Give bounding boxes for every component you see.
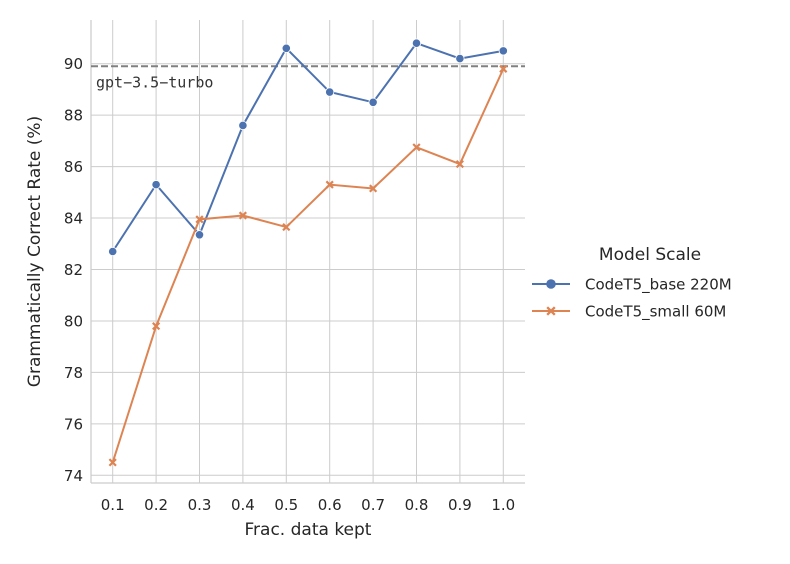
- data-point: [498, 46, 508, 56]
- y-tick-label: 78: [64, 364, 83, 382]
- y-gridlines: [91, 63, 525, 476]
- x-tick-label: 0.6: [318, 496, 342, 514]
- x-tick-label: 0.5: [274, 496, 298, 514]
- series-group: [108, 38, 508, 467]
- x-tick-label: 0.4: [231, 496, 255, 514]
- y-tick-label: 76: [64, 415, 83, 433]
- data-point: [238, 120, 248, 131]
- data-point: [108, 458, 117, 467]
- data-point: [369, 184, 378, 193]
- legend: Model Scale CodeT5_base 220M CodeT5_small…: [532, 245, 732, 322]
- data-point: [325, 180, 334, 189]
- series-2: [108, 64, 508, 467]
- data-point: [151, 180, 161, 190]
- legend-items: CodeT5_base 220M CodeT5_small 60M: [532, 276, 732, 322]
- x-tick-label: 0.3: [188, 496, 212, 514]
- x-axis-label: Frac. data kept: [245, 520, 372, 540]
- y-tick-label: 82: [64, 261, 83, 279]
- data-point: [325, 87, 335, 97]
- series-line: [111, 68, 505, 463]
- data-point: [499, 64, 508, 73]
- y-axis-label: Grammatically Correct Rate (%): [25, 116, 45, 387]
- legend-item: CodeT5_base 220M: [532, 276, 732, 295]
- y-tick-label: 80: [64, 312, 83, 330]
- gpt-reference-label: gpt−3.5−turbo: [96, 73, 213, 91]
- x-tick-label: 1.0: [491, 496, 515, 514]
- data-point: [238, 211, 247, 220]
- x-tick-label: 0.9: [448, 496, 472, 514]
- y-tick-label: 86: [64, 158, 83, 176]
- legend-label: CodeT5_small 60M: [585, 303, 726, 322]
- x-gridlines: [112, 20, 504, 483]
- data-point: [282, 222, 291, 232]
- axis-spines: [90, 20, 525, 484]
- y-tick-label: 74: [64, 467, 83, 485]
- legend-item: CodeT5_small 60M: [532, 303, 726, 322]
- legend-marker: [546, 306, 556, 316]
- series-1: [108, 38, 508, 257]
- y-tick-label: 88: [64, 107, 83, 125]
- y-tick-labels: 74 76 78 80 82 84 86 88 90: [64, 55, 83, 485]
- series-line: [111, 41, 504, 253]
- x-tick-label: 0.8: [405, 496, 429, 514]
- data-point: [455, 53, 465, 64]
- data-point: [195, 215, 204, 224]
- x-tick-label: 0.1: [101, 496, 125, 514]
- data-point: [368, 97, 378, 107]
- data-point: [281, 43, 291, 53]
- x-tick-labels: 0.1 0.2 0.3 0.4 0.5 0.6 0.7 0.8 0.9 1.0: [101, 496, 515, 514]
- data-point: [108, 246, 118, 257]
- x-tick-label: 0.7: [361, 496, 385, 514]
- data-point: [411, 38, 422, 48]
- y-tick-label: 90: [64, 55, 83, 73]
- data-point: [194, 230, 205, 240]
- y-tick-label: 84: [64, 210, 83, 228]
- data-point: [412, 143, 421, 152]
- data-point: [455, 159, 464, 169]
- legend-label: CodeT5_base 220M: [585, 276, 732, 295]
- legend-title: Model Scale: [599, 245, 701, 265]
- legend-marker: [546, 279, 556, 289]
- x-tick-label: 0.2: [144, 496, 168, 514]
- data-point: [152, 322, 161, 331]
- reference-line-group: gpt−3.5−turbo: [91, 65, 525, 91]
